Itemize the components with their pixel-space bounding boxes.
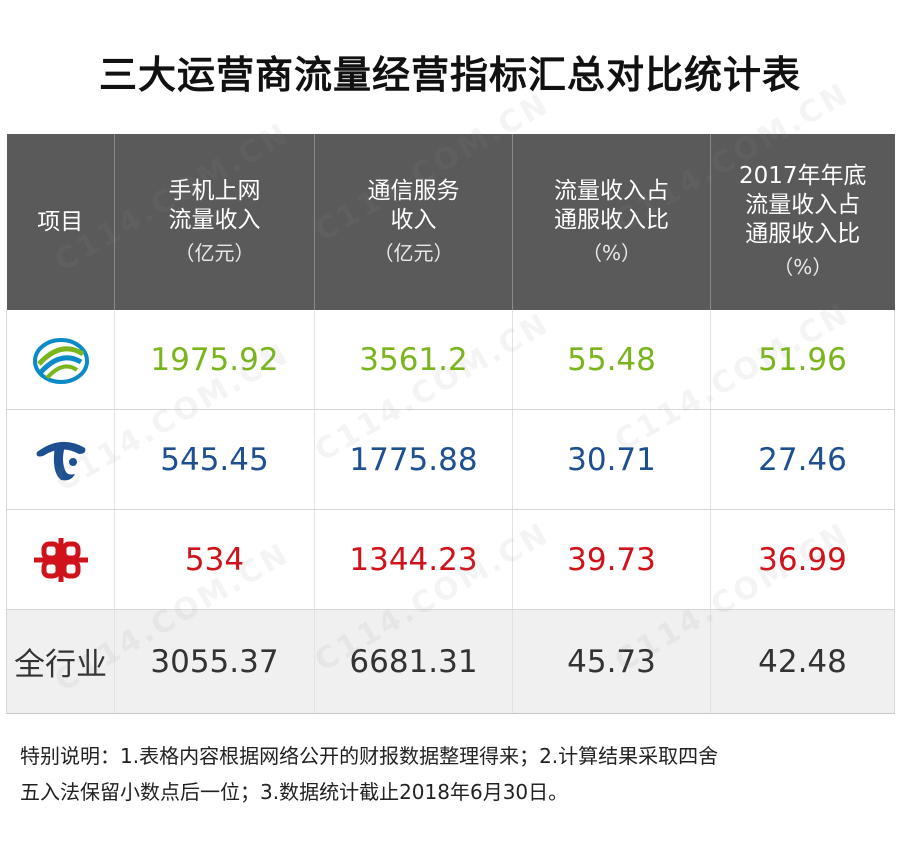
row-label: 全行业 <box>6 609 115 714</box>
table-cell: 55.48 <box>512 310 711 410</box>
footnote-line: 五入法保留小数点后一位；3.数据统计截止2018年6月30日。 <box>20 780 569 804</box>
table-cell: 545.45 <box>114 409 315 510</box>
header-telecom-service-revenue: 通信服务 收入 （亿元） <box>314 134 513 310</box>
table-row: 545.45 1775.88 30.71 27.46 <box>6 409 895 510</box>
header-data-share-2017: 2017年年底 流量收入占 通服收入比 （%） <box>710 134 895 310</box>
table-cell: 1344.23 <box>314 509 513 610</box>
table-cell: 3561.2 <box>314 310 513 410</box>
table-row: 534 1344.23 39.73 36.99 <box>6 509 895 610</box>
table-cell: 30.71 <box>512 409 711 510</box>
page-title: 三大运营商流量经营指标汇总对比统计表 <box>98 53 801 97</box>
table-cell: 51.96 <box>710 310 895 410</box>
header-data-share: 流量收入占 通服收入比 （%） <box>512 134 711 310</box>
table-cell: 1975.92 <box>114 310 315 410</box>
stats-table: 项目 手机上网 流量收入 （亿元） 通信服务 收入 （亿元） 流量收入占 通服收… <box>6 134 895 714</box>
table-cell: 39.73 <box>512 509 711 610</box>
table-row-total: 全行业 3055.37 6681.31 45.73 42.48 <box>6 609 895 714</box>
header-item: 项目 <box>6 134 115 310</box>
table-row: 1975.92 3561.2 55.48 51.96 <box>6 310 895 410</box>
table-cell: 1775.88 <box>314 409 513 510</box>
footnote: 特别说明：1.表格内容根据网络公开的财报数据整理得来；2.计算结果采取四舍 五入… <box>20 738 886 810</box>
china-mobile-logo-icon <box>32 337 89 384</box>
table-cell: 534 <box>114 509 315 610</box>
table-header-row: 项目 手机上网 流量收入 （亿元） 通信服务 收入 （亿元） 流量收入占 通服收… <box>6 134 895 310</box>
table-cell: 42.48 <box>710 609 895 714</box>
china-unicom-logo-icon <box>33 537 88 582</box>
footnote-line: 特别说明：1.表格内容根据网络公开的财报数据整理得来；2.计算结果采取四舍 <box>20 744 719 768</box>
china-telecom-logo-icon <box>36 441 85 480</box>
table-cell: 3055.37 <box>114 609 315 714</box>
table-cell: 45.73 <box>512 609 711 714</box>
table-cell: 6681.31 <box>314 609 513 714</box>
table-cell: 27.46 <box>710 409 895 510</box>
header-mobile-data-revenue: 手机上网 流量收入 （亿元） <box>114 134 315 310</box>
table-cell: 36.99 <box>710 509 895 610</box>
